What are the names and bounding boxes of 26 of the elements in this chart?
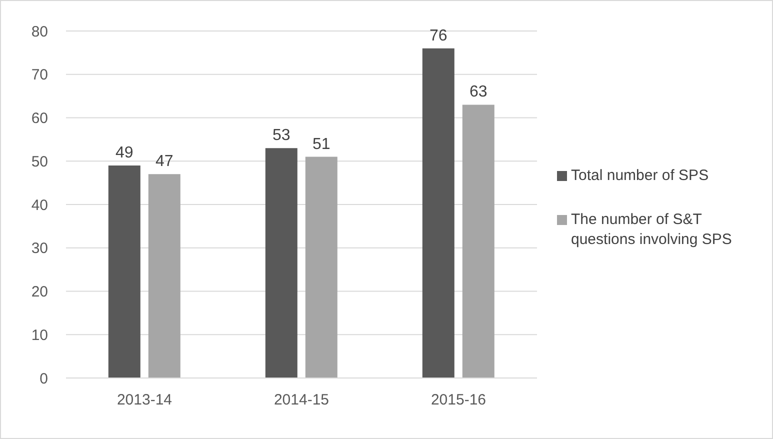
data-label: 76 (429, 27, 448, 44)
bar (148, 174, 180, 378)
legend-label: Total number of SPS (571, 166, 709, 186)
y-tick-label: 80 (31, 23, 48, 40)
y-tick-label: 50 (31, 153, 48, 170)
y-tick-label: 70 (31, 66, 48, 84)
y-tick-label: 0 (40, 370, 48, 388)
data-label: 53 (272, 127, 290, 144)
legend-label: The number of S&T questions involving SPS (571, 210, 733, 250)
data-label: 47 (155, 153, 174, 170)
bar (265, 148, 298, 378)
y-tick-label: 40 (31, 196, 48, 214)
data-label: 51 (312, 136, 330, 153)
y-tick-label: 10 (31, 326, 48, 344)
x-tick-label: 2013-14 (116, 392, 172, 409)
bar (108, 165, 140, 378)
y-tick-label: 60 (31, 110, 48, 128)
bar (462, 104, 494, 378)
bar (422, 48, 454, 378)
bar (305, 156, 338, 378)
y-tick-label: 30 (31, 240, 48, 258)
data-label: 49 (115, 144, 134, 162)
x-tick-label: 2014-15 (274, 392, 330, 409)
data-label: 63 (469, 84, 488, 101)
x-tick-label: 2015-16 (430, 392, 486, 409)
y-tick-label: 20 (31, 284, 48, 301)
